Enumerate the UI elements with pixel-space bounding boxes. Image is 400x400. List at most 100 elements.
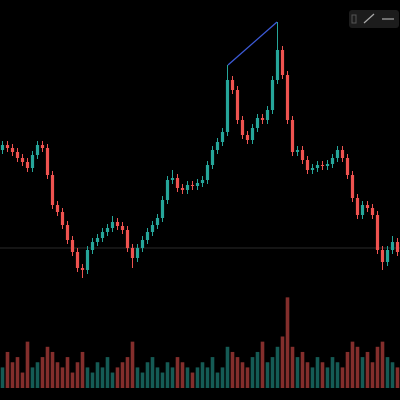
volume-bar — [280, 336, 285, 388]
volume-bar — [105, 357, 110, 388]
toolbar — [349, 10, 399, 28]
candle-body — [280, 50, 285, 75]
candle-body — [265, 110, 270, 120]
volume-bar — [395, 367, 400, 388]
candle-body — [300, 150, 305, 160]
candle-body — [305, 160, 310, 170]
volume-bar — [165, 362, 170, 388]
candle-body — [325, 164, 330, 166]
volume-bar — [255, 351, 260, 388]
volume-bar — [145, 362, 150, 388]
candle-body — [220, 132, 225, 142]
candle-body — [120, 226, 125, 230]
candle-body — [235, 90, 240, 120]
candle-body — [335, 150, 340, 158]
candle-body — [135, 248, 140, 258]
volume-bar — [320, 362, 325, 388]
volume-bar — [275, 346, 280, 388]
volume-bar — [200, 362, 205, 388]
volume-bar — [305, 362, 310, 388]
trend-tool[interactable] — [363, 13, 375, 24]
candle-body — [140, 240, 145, 248]
volume-bar — [160, 372, 165, 388]
candle-body — [115, 222, 120, 226]
volume-bar — [70, 372, 75, 388]
candle-body — [105, 228, 110, 232]
volume-bar — [80, 351, 85, 388]
candle-body — [65, 225, 70, 240]
volume-bar — [50, 351, 55, 388]
candle-body — [355, 198, 360, 215]
candle-body — [95, 238, 100, 242]
candle-body — [245, 135, 250, 140]
candle-body — [275, 50, 280, 80]
candle-body — [60, 212, 65, 225]
candle-body — [195, 183, 200, 186]
candle-body — [0, 145, 5, 150]
volume-bar — [390, 362, 395, 388]
volume-bar — [60, 367, 65, 388]
volume-bar — [225, 346, 230, 388]
volume-bar — [85, 367, 90, 388]
volume-bar — [260, 341, 265, 388]
volume-bar — [20, 372, 25, 388]
volume-bar — [75, 362, 80, 388]
candle-body — [205, 165, 210, 180]
candle-body — [310, 168, 315, 170]
volume-bar — [25, 341, 30, 388]
volume-bar — [35, 362, 40, 388]
volume-bar — [120, 362, 125, 388]
candle-body — [80, 268, 85, 270]
candle-body — [350, 175, 355, 198]
candle-body — [35, 145, 40, 155]
candle-body — [375, 215, 380, 250]
volume-bar — [340, 367, 345, 388]
volume-bar — [5, 351, 10, 388]
candle-body — [155, 218, 160, 225]
candle-body — [340, 150, 345, 158]
volume-bar — [45, 346, 50, 388]
volume-bar — [170, 367, 175, 388]
volume-bar — [140, 372, 145, 388]
candle-body — [45, 148, 50, 175]
volume-bar — [130, 341, 135, 388]
volume-bar — [265, 362, 270, 388]
candle-body — [345, 158, 350, 175]
candle-body — [10, 148, 15, 152]
candle-body — [315, 165, 320, 168]
volume-bar — [325, 367, 330, 388]
volume-bar — [115, 367, 120, 388]
candle-body — [370, 208, 375, 215]
drag-handle[interactable] — [351, 14, 357, 24]
volume-bar — [370, 362, 375, 388]
candle-body — [175, 178, 180, 188]
volume-bar — [240, 362, 245, 388]
volume-bar — [335, 362, 340, 388]
toolbar-bg — [349, 10, 399, 28]
volume-bar — [125, 357, 130, 388]
candle-body — [85, 250, 90, 270]
candle-body — [230, 80, 235, 90]
candle-body — [55, 205, 60, 212]
volume-bar — [180, 362, 185, 388]
volume-bar — [155, 367, 160, 388]
volume-bar — [210, 357, 215, 388]
candle-body — [360, 205, 365, 215]
candle-body — [200, 180, 205, 183]
candle-body — [240, 120, 245, 135]
candle-body — [145, 232, 150, 240]
volume-bar — [0, 367, 5, 388]
volume-bar — [375, 346, 380, 388]
volume-bar — [300, 351, 305, 388]
candle-body — [100, 232, 105, 238]
volume-bar — [235, 357, 240, 388]
candle-body — [5, 145, 10, 148]
candle-body — [165, 180, 170, 200]
candle-body — [15, 152, 20, 158]
candle-body — [295, 150, 300, 152]
volume-bar — [110, 372, 115, 388]
candle-body — [75, 252, 80, 268]
candle-body — [25, 162, 30, 168]
candle-body — [330, 158, 335, 164]
